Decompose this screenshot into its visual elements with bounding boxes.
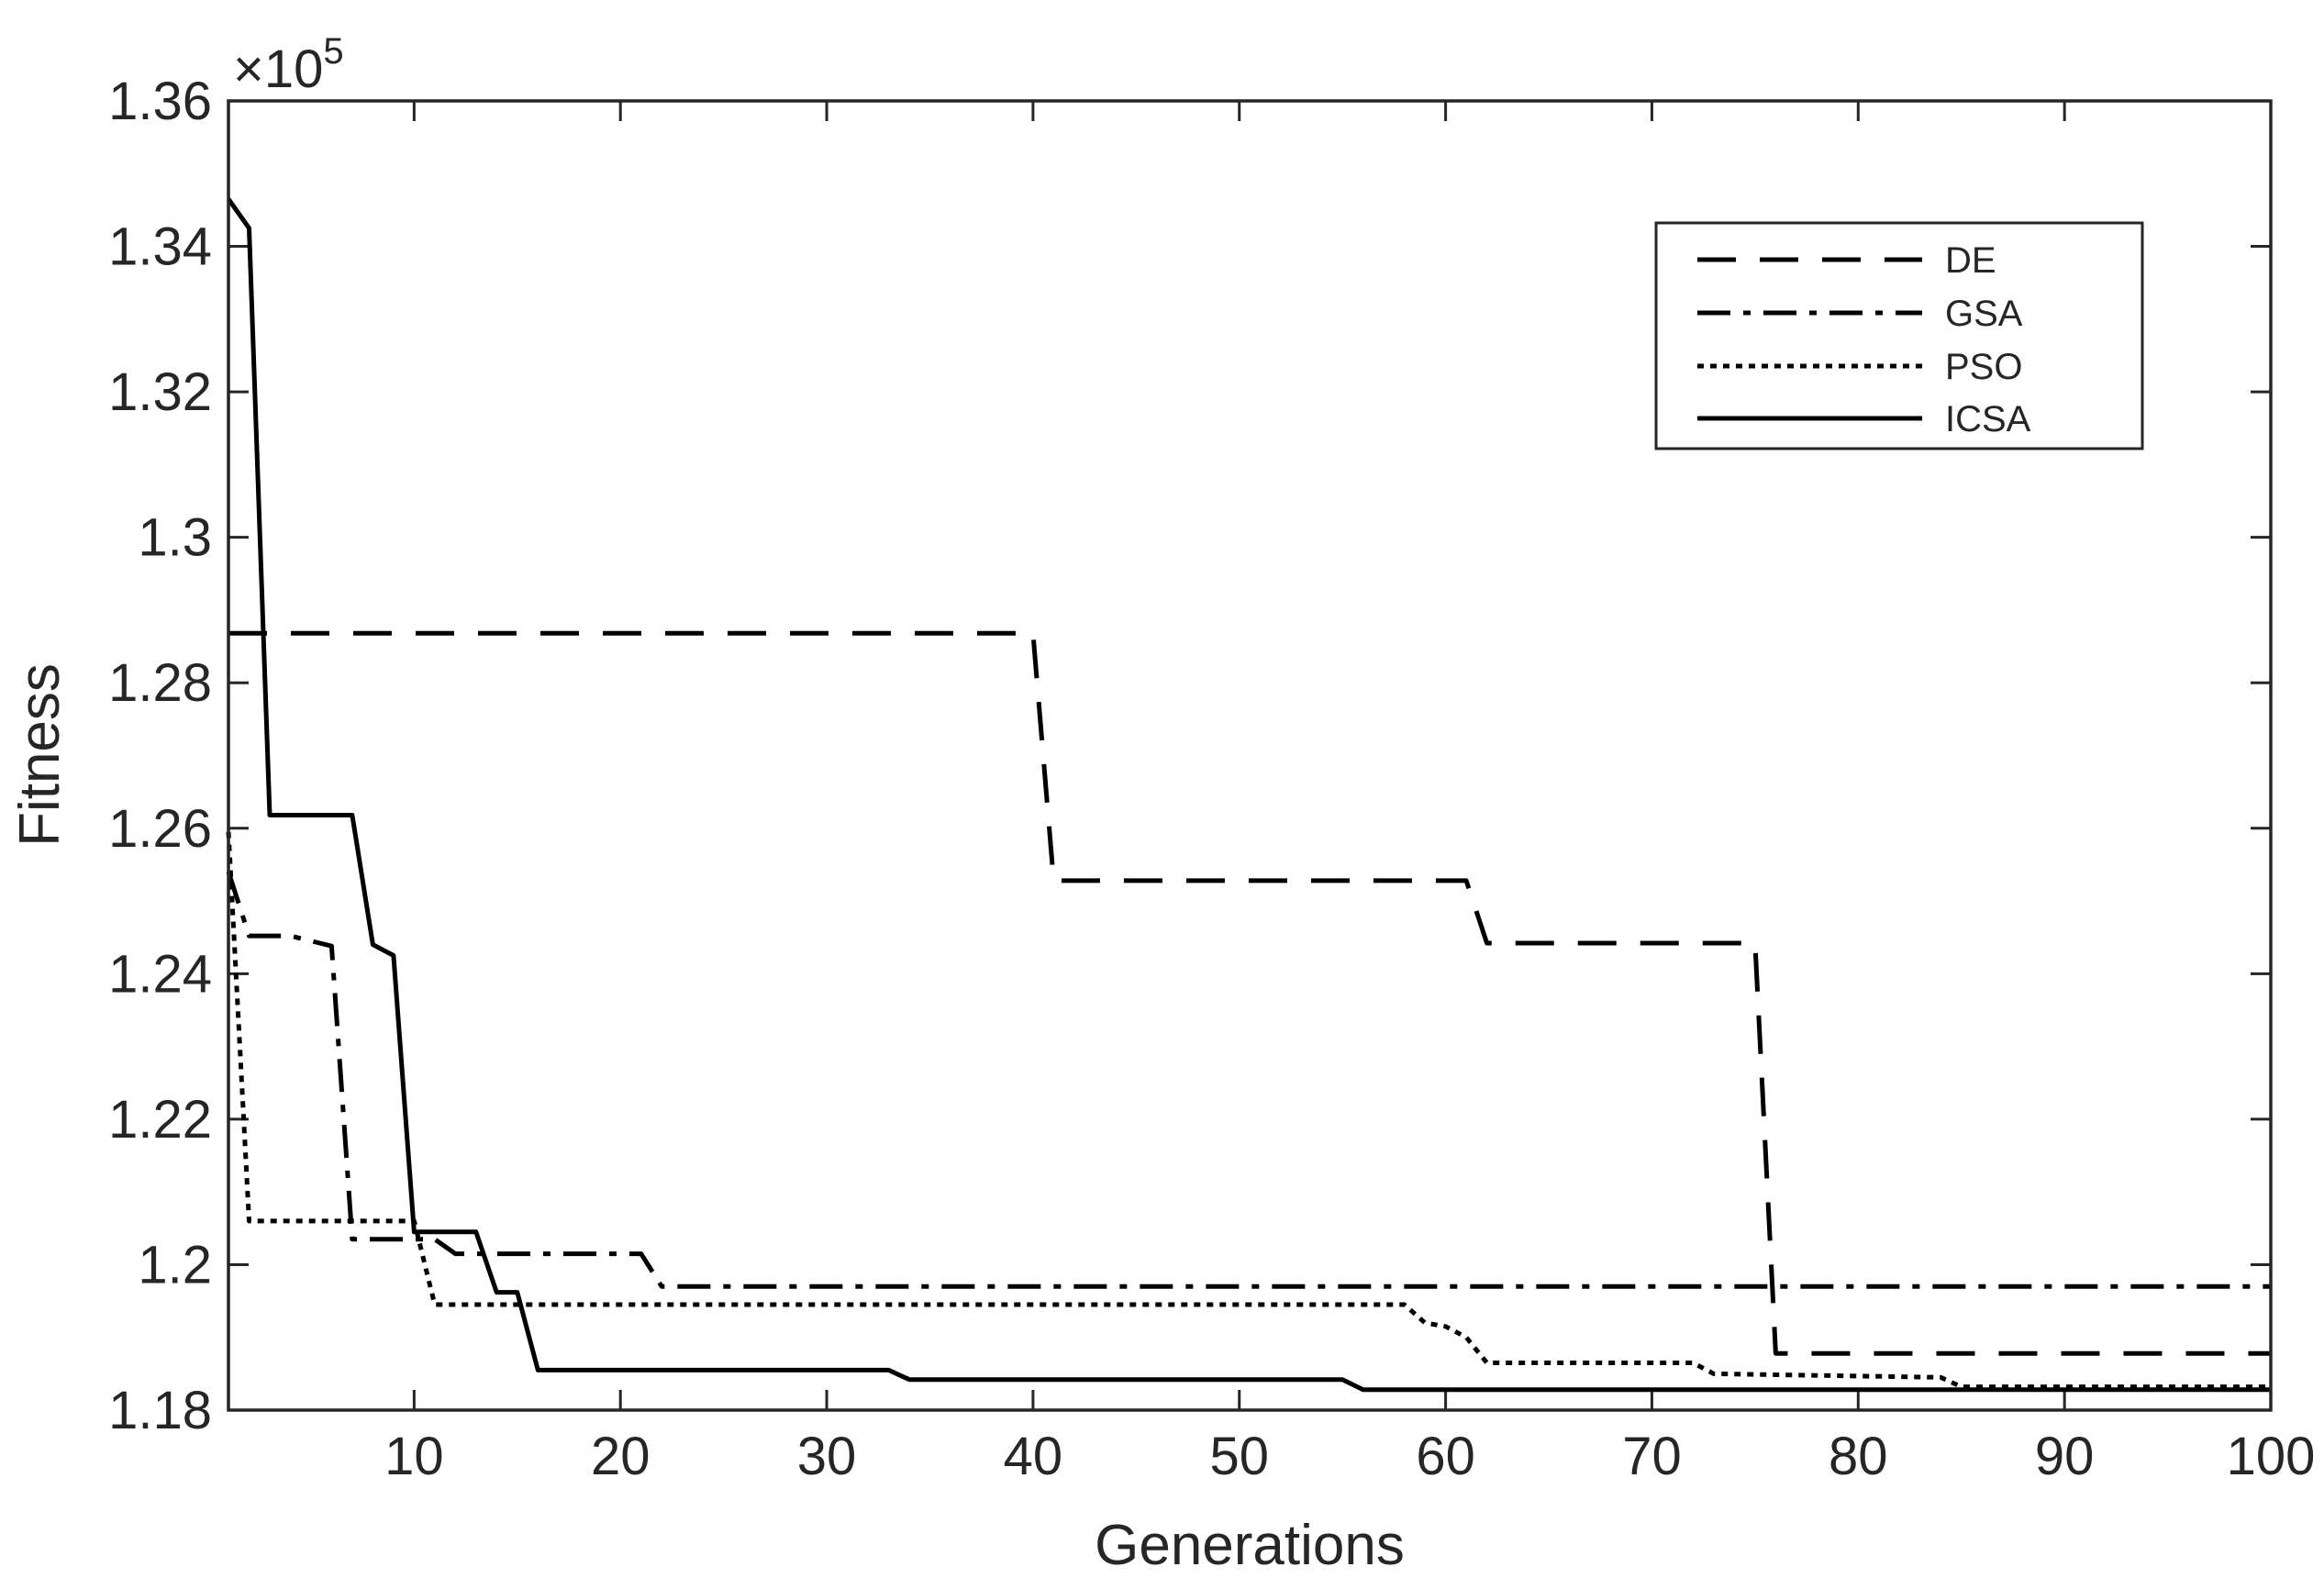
y-tick-label: 1.34 <box>108 217 212 277</box>
y-multiplier-label: ×105 <box>233 31 344 99</box>
series-line-icsa <box>226 197 2271 1393</box>
y-tick-label: 1.32 <box>108 362 212 422</box>
x-tick-label: 90 <box>2035 1427 2095 1486</box>
x-tick-label: 70 <box>1622 1427 1682 1486</box>
series-line-de <box>228 630 2271 1356</box>
x-tick-labels: 10 20 30 40 50 60 70 80 90 100 <box>384 1427 2315 1486</box>
legend: DE GSA PSO ICSA <box>1654 221 2144 450</box>
y-tick-label: 1.26 <box>108 799 212 859</box>
x-axis-label: Generations <box>1095 1514 1405 1577</box>
x-tick-label: 50 <box>1209 1427 1269 1486</box>
y-tick-label: 1.24 <box>108 944 212 1004</box>
x-tick-label: 100 <box>2227 1427 2316 1486</box>
y-tick-label: 1.3 <box>138 508 212 568</box>
x-tick-label: 80 <box>1829 1427 1888 1486</box>
legend-label-icsa: ICSA <box>1945 399 2031 439</box>
plot-frame <box>227 99 2273 1412</box>
x-tick-label: 40 <box>1004 1427 1063 1486</box>
series-line-gsa <box>226 871 2271 1289</box>
y-axis-label: Fitness <box>8 663 72 847</box>
x-tick-label: 10 <box>384 1427 444 1486</box>
series-line-pso <box>226 831 2271 1390</box>
legend-label-gsa: GSA <box>1945 294 2023 334</box>
legend-box <box>1654 221 2144 450</box>
legend-label-pso: PSO <box>1945 347 2022 387</box>
y-tick-label: 1.36 <box>108 72 212 131</box>
x-tick-label: 60 <box>1416 1427 1475 1486</box>
x-tick-label: 20 <box>591 1427 650 1486</box>
y-tick-label: 1.2 <box>138 1235 212 1295</box>
series-lines <box>226 197 2271 1393</box>
y-tick-labels: 1.18 1.2 1.22 1.24 1.26 1.28 1.3 1.32 1.34 1.36 <box>108 72 212 1440</box>
y-tick-label: 1.18 <box>108 1381 212 1440</box>
y-tick-label: 1.28 <box>108 653 212 713</box>
legend-label-de: DE <box>1945 240 1996 281</box>
x-tick-label: 30 <box>797 1427 857 1486</box>
y-tick-label: 1.22 <box>108 1090 212 1150</box>
